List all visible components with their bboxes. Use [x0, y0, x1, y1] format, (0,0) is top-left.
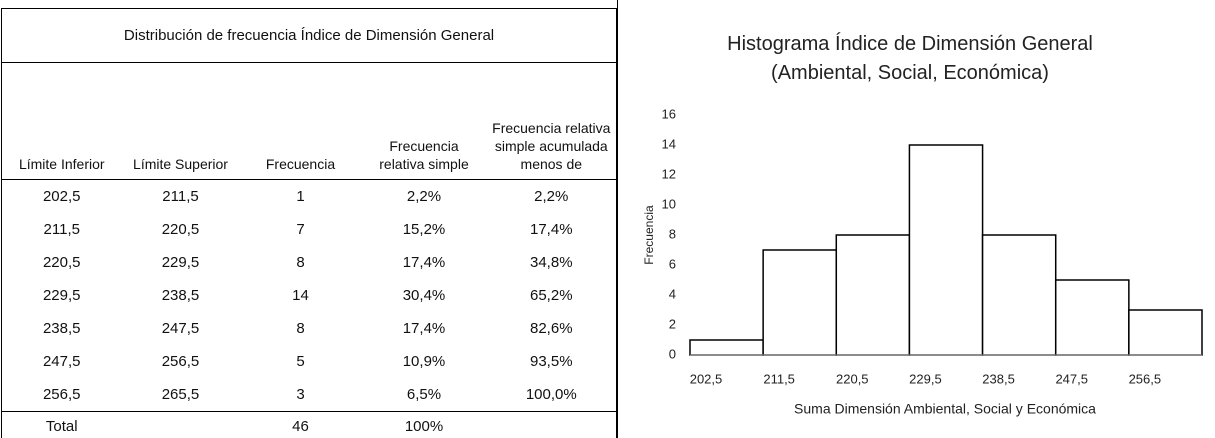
total-label: Total [1, 411, 122, 438]
empty-cell [486, 411, 617, 438]
table-cell: 17,4% [530, 221, 573, 238]
table-cell: 238,5 [42, 320, 81, 337]
separator [617, 0, 618, 438]
table-cell: 202,5 [42, 188, 81, 205]
x-tick-label: 238,5 [982, 371, 1015, 386]
table-row: 238,5 247,5 8 17,4% 82,6% [2, 312, 617, 345]
table-cell: 17,4% [402, 254, 446, 271]
table-row: 256,5 265,5 3 6,5% 100,0% [2, 378, 617, 412]
table-cell: 8 [296, 320, 305, 337]
table-cell: 229,5 [42, 287, 81, 304]
table-cell: 247,5 [161, 320, 200, 337]
table-cell: 256,5 [42, 386, 81, 403]
x-tick-label: 202,5 [690, 371, 723, 386]
y-tick-label: 12 [662, 166, 676, 181]
table-cell: 15,2% [402, 221, 446, 238]
histogram-bar [1054, 279, 1130, 356]
table-cell: 247,5 [42, 353, 81, 370]
frequency-table: Distribución de frecuencia Índice de Dim… [1, 8, 618, 438]
header-cell: Frecuencia relativa simple acumulada men… [486, 62, 617, 180]
table-cell: 65,2% [530, 287, 573, 304]
empty-cell [121, 411, 240, 438]
table-cell: 14 [292, 287, 309, 304]
table-cell: 5 [296, 353, 305, 370]
table-cell: 8 [296, 254, 305, 271]
y-tick-label: 2 [669, 316, 676, 331]
table-cell: 1 [296, 188, 305, 205]
table-row: 202,5 211,5 1 2,2% 2,2% [2, 180, 617, 214]
y-tick-label: 0 [669, 346, 676, 361]
histogram-bar [981, 234, 1057, 356]
table-title: Distribución de frecuencia Índice de Dim… [1, 8, 617, 63]
total-frequency: 46 [239, 411, 362, 438]
histogram-bar [908, 144, 984, 356]
table-row: 247,5 256,5 5 10,9% 93,5% [2, 345, 617, 378]
table-cell: 2,2% [406, 188, 442, 205]
table-cell: 17,4% [402, 320, 446, 337]
x-axis-label: Suma Dimensión Ambiental, Social y Econó… [794, 401, 1096, 417]
table-cell: 6,5% [406, 386, 442, 403]
table-cell: 220,5 [161, 221, 200, 238]
y-tick-label: 10 [662, 196, 676, 211]
table-cell: 93,5% [530, 353, 573, 370]
table-cell: 2,2% [534, 188, 569, 205]
x-tick-label: 220,5 [836, 371, 869, 386]
y-tick-label: 16 [662, 106, 676, 121]
histogram-bar [835, 234, 911, 356]
table-row: 229,5 238,5 14 30,4% 65,2% [2, 279, 617, 312]
table-cell: 238,5 [161, 287, 200, 304]
y-tick-label: 14 [662, 136, 676, 151]
header-cell: Frecuencia [239, 62, 362, 180]
table-cell: 256,5 [161, 353, 200, 370]
table-row: 220,5 229,5 8 17,4% 34,8% [2, 246, 617, 279]
y-tick-label: 6 [669, 256, 676, 271]
y-tick-label: 4 [669, 286, 676, 301]
histogram-bar [1128, 309, 1203, 356]
chart-title: Histograma Índice de Dimensión General (… [727, 33, 1093, 84]
table-cell: 30,4% [402, 287, 446, 304]
table-cell: 229,5 [161, 254, 200, 271]
header-cell: Frecuencia relativa simple [361, 62, 487, 180]
y-axis-label: Frecuencia [642, 205, 656, 265]
table-cell: 82,6% [530, 320, 573, 337]
total-relative: 100% [361, 411, 487, 438]
header-cell: Límite Inferior [1, 62, 122, 180]
table-row: 211,5 220,5 7 15,2% 17,4% [2, 213, 617, 246]
table-cell: 100,0% [525, 386, 577, 403]
x-tick-label: 211,5 [763, 371, 795, 386]
x-tick-label: 229,5 [909, 371, 942, 386]
table-cell: 220,5 [42, 254, 81, 271]
table-cell: 10,9% [402, 353, 446, 370]
total-row: Total 46 100% [1, 411, 617, 438]
histogram-bar [762, 249, 838, 356]
header-cell: Límite Superior [121, 62, 240, 180]
table-cell: 265,5 [161, 386, 200, 403]
table-cell: 7 [296, 221, 305, 238]
table-cell: 211,5 [43, 221, 80, 238]
table-cell: 3 [296, 386, 305, 403]
table-cell: 34,8% [530, 254, 573, 271]
y-tick-label: 8 [669, 226, 676, 241]
table-cell: 211,5 [162, 188, 199, 205]
histogram-bar [689, 339, 764, 356]
x-tick-label: 247,5 [1055, 371, 1088, 386]
x-tick-label: 256,5 [1129, 371, 1162, 386]
